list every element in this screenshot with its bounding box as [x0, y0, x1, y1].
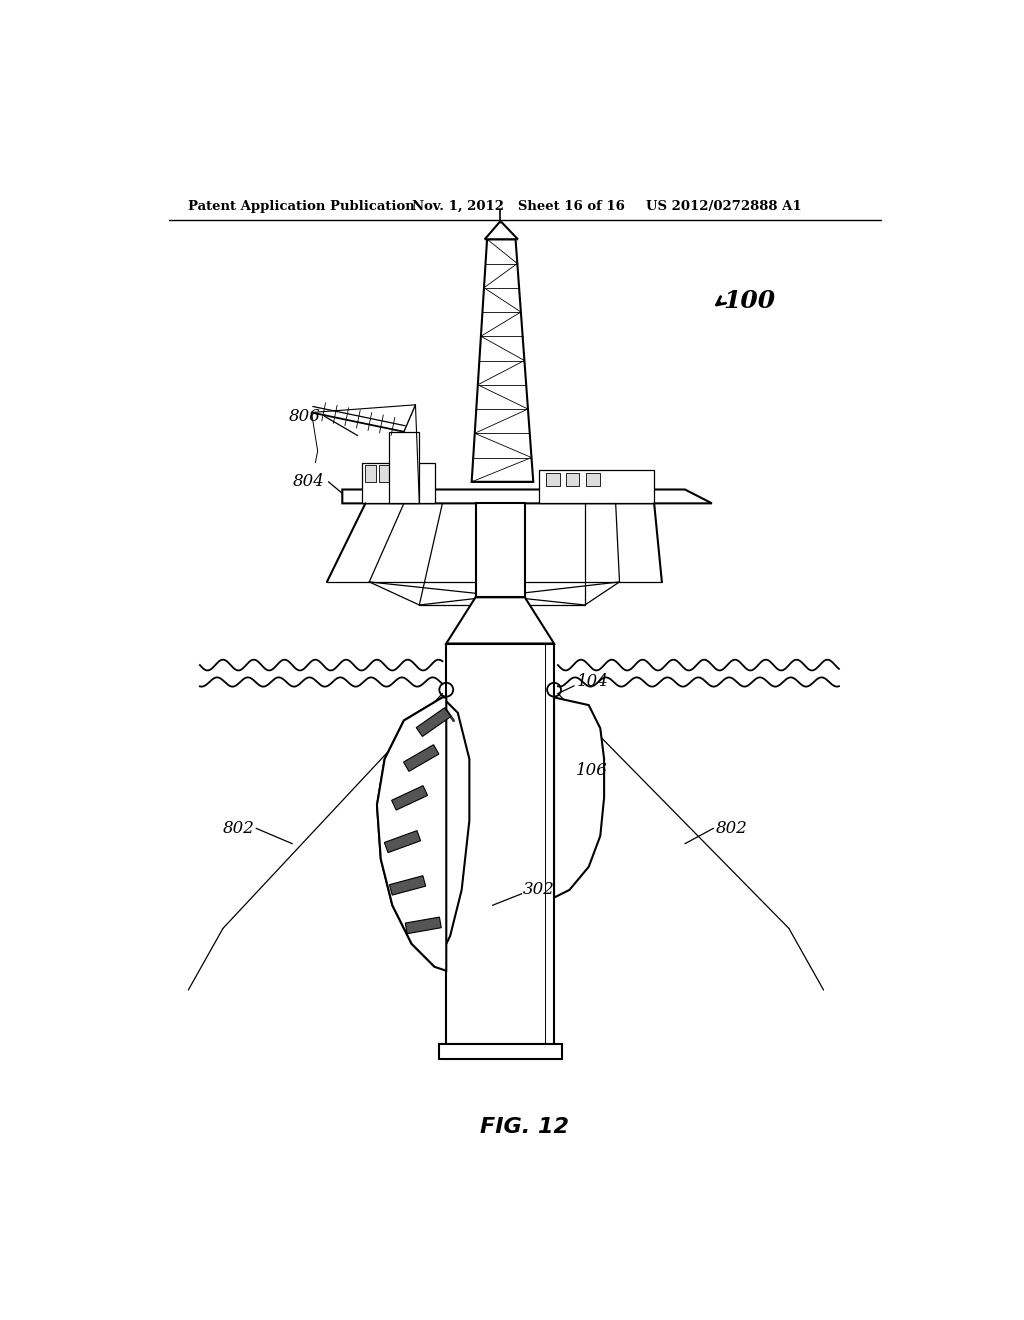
Text: 100: 100 [724, 289, 775, 313]
Polygon shape [484, 222, 518, 239]
Polygon shape [391, 785, 428, 810]
Polygon shape [403, 744, 439, 771]
Text: 802: 802 [223, 820, 255, 837]
Polygon shape [392, 465, 403, 482]
Polygon shape [438, 1044, 562, 1059]
Text: 302: 302 [523, 882, 555, 899]
Polygon shape [587, 473, 600, 486]
Polygon shape [384, 830, 421, 853]
Polygon shape [389, 875, 426, 895]
Text: 106: 106 [575, 762, 607, 779]
Polygon shape [565, 473, 580, 486]
Text: US 2012/0272888 A1: US 2012/0272888 A1 [646, 199, 802, 213]
Polygon shape [547, 473, 560, 486]
Text: 804: 804 [292, 474, 325, 490]
Polygon shape [472, 239, 534, 482]
Polygon shape [554, 697, 604, 898]
Polygon shape [388, 432, 419, 503]
Polygon shape [446, 597, 554, 644]
Polygon shape [379, 465, 389, 482]
Polygon shape [377, 697, 446, 970]
Text: 802: 802 [716, 820, 748, 837]
Text: FIG. 12: FIG. 12 [480, 1117, 569, 1137]
Polygon shape [342, 490, 712, 503]
Polygon shape [361, 462, 435, 503]
Text: 104: 104 [578, 673, 609, 690]
Polygon shape [446, 644, 554, 1044]
Text: 806: 806 [289, 408, 321, 425]
Polygon shape [539, 470, 654, 503]
Polygon shape [416, 708, 451, 737]
Polygon shape [366, 465, 376, 482]
Text: Nov. 1, 2012   Sheet 16 of 16: Nov. 1, 2012 Sheet 16 of 16 [412, 199, 625, 213]
Polygon shape [406, 917, 441, 933]
Polygon shape [475, 503, 524, 597]
Text: Patent Application Publication: Patent Application Publication [188, 199, 415, 213]
